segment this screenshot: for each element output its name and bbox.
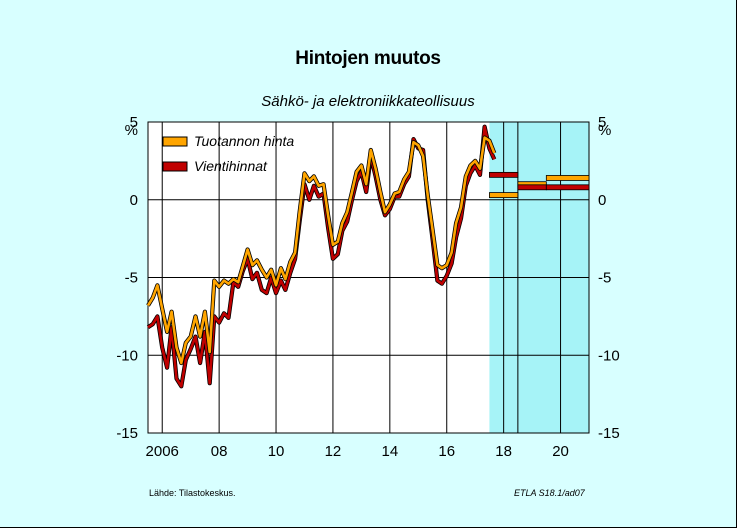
chart-title: Hintojen muutos xyxy=(295,48,441,69)
legend-swatch xyxy=(162,136,188,147)
forecast-bar xyxy=(517,184,547,191)
x-tick-label: 10 xyxy=(268,443,285,460)
x-tick-label: 08 xyxy=(211,443,228,460)
source-note: Lähde: Tilastokeskus. xyxy=(149,488,236,498)
series-line xyxy=(147,125,496,388)
x-tick-label: 2006 xyxy=(146,443,179,460)
y-axis-unit-right: % xyxy=(598,122,611,139)
x-tick-label: 14 xyxy=(381,443,398,460)
legend-label: Tuotannon hinta xyxy=(194,133,294,149)
forecast-bar xyxy=(545,175,590,181)
y-tick-label-left: -15 xyxy=(116,425,138,442)
y-tick-label-left: 5 xyxy=(130,114,138,131)
y-tick-label-left: -10 xyxy=(116,347,138,364)
forecast-bar xyxy=(545,184,590,191)
chart-code: ETLA S18.1/ad07 xyxy=(514,488,585,498)
y-tick-label-right: 5 xyxy=(598,114,606,131)
y-tick-label-right: -15 xyxy=(598,425,620,442)
series-line xyxy=(146,136,496,365)
y-tick-label-right: 0 xyxy=(598,192,606,209)
legend-label: Vientihinnat xyxy=(194,158,268,174)
x-tick-label: 18 xyxy=(495,443,512,460)
x-tick-label: 12 xyxy=(325,443,342,460)
y-tick-label-right: -10 xyxy=(598,347,620,364)
y-axis-unit-left: % xyxy=(125,122,138,139)
plot-border xyxy=(147,121,590,434)
y-tick-label-right: -5 xyxy=(598,270,611,287)
y-tick-label-left: -5 xyxy=(125,270,138,287)
x-tick-label: 20 xyxy=(552,443,569,460)
x-tick-label: 16 xyxy=(438,443,455,460)
y-tick-label-left: 0 xyxy=(130,192,138,209)
forecast-bar xyxy=(489,171,519,178)
chart-subtitle: Sähkö- ja elektroniikkateollisuus xyxy=(261,93,475,110)
legend-swatch xyxy=(162,161,188,172)
forecast-bar xyxy=(489,192,519,198)
